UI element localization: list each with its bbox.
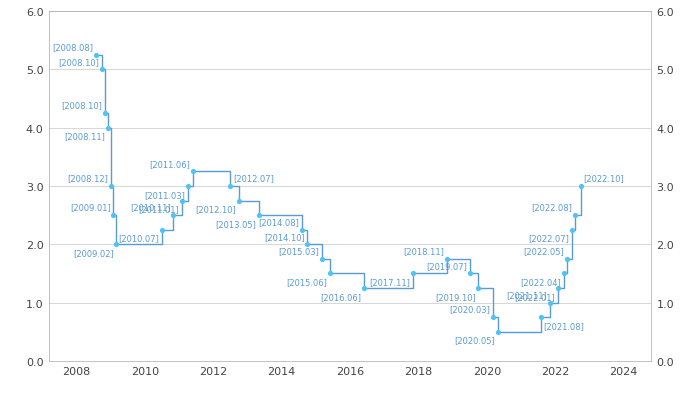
Point — [156, 227, 167, 233]
Point — [108, 213, 119, 219]
Point — [464, 270, 475, 277]
Point — [91, 53, 102, 59]
Text: [2022.10]: [2022.10] — [584, 174, 624, 183]
Text: [2014.08]: [2014.08] — [258, 218, 299, 227]
Point — [102, 125, 113, 132]
Text: [2022.04]: [2022.04] — [520, 277, 561, 286]
Point — [105, 183, 116, 190]
Point — [441, 256, 452, 262]
Point — [493, 329, 504, 335]
Text: [2021.11]: [2021.11] — [506, 290, 547, 299]
Text: [2014.10]: [2014.10] — [264, 232, 304, 241]
Text: [2010.07]: [2010.07] — [118, 234, 159, 243]
Point — [575, 183, 587, 190]
Point — [97, 67, 108, 73]
Text: [2015.03]: [2015.03] — [278, 247, 318, 256]
Text: [2008.08]: [2008.08] — [52, 43, 94, 52]
Text: [2008.11]: [2008.11] — [64, 132, 105, 141]
Text: [2009.02]: [2009.02] — [73, 249, 113, 257]
Point — [570, 213, 581, 219]
Point — [558, 270, 569, 277]
Text: [2012.10]: [2012.10] — [195, 205, 236, 214]
Text: [2015.06]: [2015.06] — [286, 277, 328, 286]
Point — [561, 256, 572, 262]
Text: [2019.10]: [2019.10] — [435, 292, 475, 301]
Text: [2012.07]: [2012.07] — [233, 174, 274, 183]
Point — [225, 183, 236, 190]
Point — [296, 227, 307, 233]
Point — [552, 285, 564, 292]
Point — [182, 183, 193, 190]
Point — [302, 241, 313, 248]
Text: [2022.07]: [2022.07] — [528, 234, 570, 243]
Point — [473, 285, 484, 292]
Point — [188, 169, 199, 175]
Point — [325, 270, 336, 277]
Text: [2011.01]: [2011.01] — [139, 205, 179, 214]
Point — [253, 213, 265, 219]
Point — [567, 227, 578, 233]
Point — [233, 198, 244, 204]
Text: [2022.05]: [2022.05] — [523, 247, 564, 256]
Point — [99, 111, 111, 117]
Text: [2011.06]: [2011.06] — [150, 160, 190, 168]
Text: [2021.08]: [2021.08] — [544, 321, 584, 330]
Text: [2008.10]: [2008.10] — [61, 101, 102, 110]
Text: [2022.08]: [2022.08] — [531, 203, 573, 212]
Text: [2019.07]: [2019.07] — [426, 261, 467, 270]
Text: [2011.03]: [2011.03] — [144, 190, 185, 199]
Point — [316, 256, 327, 262]
Text: [2018.11]: [2018.11] — [403, 247, 444, 256]
Text: [2017.11]: [2017.11] — [369, 277, 410, 286]
Point — [487, 314, 498, 320]
Point — [168, 213, 179, 219]
Text: [2022.01]: [2022.01] — [514, 292, 555, 301]
Point — [536, 314, 547, 320]
Point — [544, 300, 555, 306]
Text: [2013.05]: [2013.05] — [215, 219, 256, 228]
Point — [111, 241, 122, 248]
Text: [2020.03]: [2020.03] — [449, 305, 490, 314]
Point — [407, 270, 419, 277]
Text: [2020.05]: [2020.05] — [455, 336, 496, 344]
Point — [358, 285, 370, 292]
Text: [2016.06]: [2016.06] — [321, 292, 361, 301]
Text: [2008.10]: [2008.10] — [58, 58, 99, 67]
Text: [2009.01]: [2009.01] — [70, 203, 111, 212]
Text: [2010.11]: [2010.11] — [130, 203, 171, 212]
Text: [2008.12]: [2008.12] — [67, 174, 108, 183]
Point — [176, 198, 188, 204]
